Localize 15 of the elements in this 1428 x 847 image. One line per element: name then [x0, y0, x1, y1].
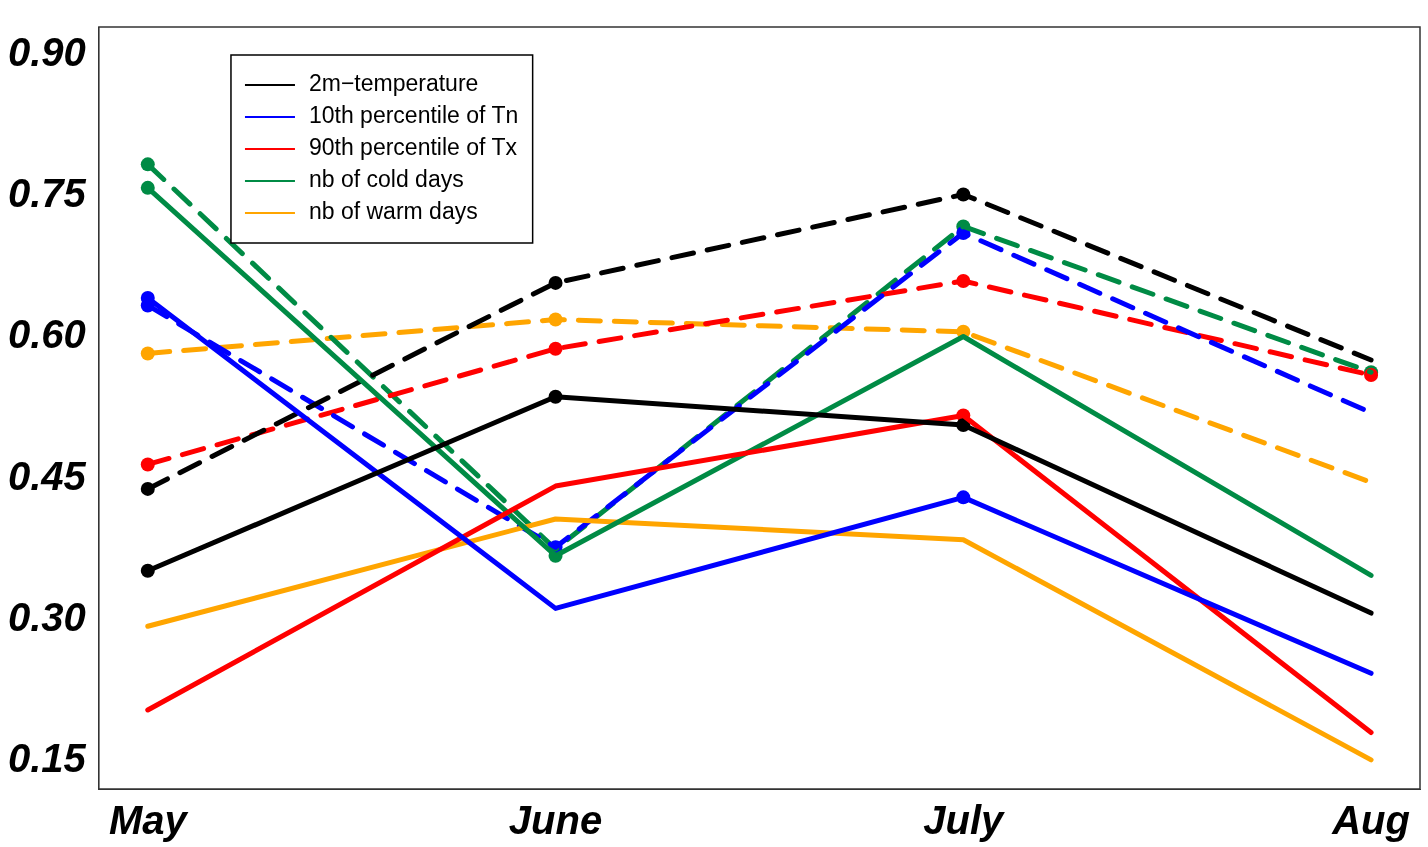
y-tick-label: 0.60 [7, 312, 86, 357]
x-tick-label: Aug [1331, 798, 1410, 843]
y-tick-label: 0.15 [7, 735, 87, 780]
x-tick-label: May [108, 798, 189, 843]
y-tick-label: 0.30 [7, 594, 86, 639]
legend-label: 10th percentile of Tn [308, 102, 519, 129]
y-tick-label: 0.75 [7, 171, 87, 216]
legend-label: 90th percentile of Tx [308, 134, 518, 161]
y-tick-label: 0.90 [7, 30, 86, 75]
x-tick-label: July [923, 798, 1006, 843]
legend-label: 2m−temperature [308, 70, 479, 97]
legend-label: nb of warm days [308, 198, 478, 225]
x-tick-label: June [508, 798, 603, 843]
y-tick-label: 0.45 [7, 453, 87, 498]
legend-label: nb of cold days [308, 166, 464, 193]
